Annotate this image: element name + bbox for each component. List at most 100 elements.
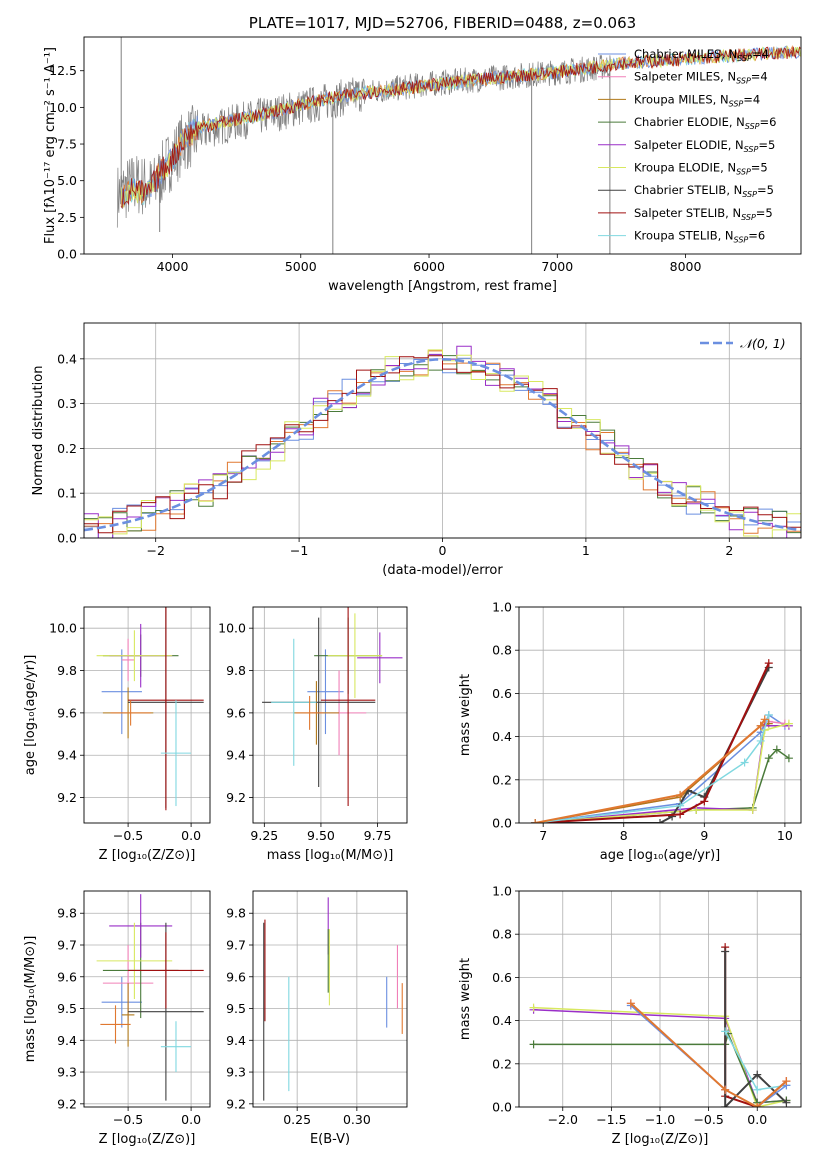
x-axis-label: Z [log₁₀(Z/Z⊙)] <box>99 1132 196 1147</box>
y-axis-label: Flux [fλ10⁻¹⁷ erg cm⁻² s⁻¹ A⁻¹] <box>43 47 58 244</box>
errorbar-point <box>96 630 173 682</box>
residual_hist-axes: −2 −1 0 1 2 0.0 0.1 0.2 0.3 0.4 (data-model)/error… <box>31 323 801 578</box>
legend-label: Kroupa MILES, NSSP=4 <box>634 92 760 108</box>
legend-label: Kroupa ELODIE, NSSP=5 <box>634 161 768 177</box>
legend-label: Chabrier MILES, NSSP=4 <box>634 47 769 63</box>
x-tick-label: 0.0 <box>181 828 201 843</box>
y-tick-label: 0.0 <box>492 1100 512 1115</box>
x-axis-label: (data-model)/error <box>382 563 503 578</box>
legend-label: Kroupa STELIB, NSSP=6 <box>634 229 765 245</box>
spectrum-legend: Chabrier MILES, NSSP=4 Salpeter MILES, NS… <box>598 47 776 245</box>
legend-label: Salpeter ELODIE, NSSP=5 <box>634 138 775 154</box>
y-tick-label: 0.4 <box>492 729 512 744</box>
x-tick-label: 9.75 <box>364 828 392 843</box>
y-tick-label: 10.0 <box>49 100 77 115</box>
plus-marker <box>748 806 757 815</box>
errorbar-point <box>160 1021 192 1073</box>
plus-marker <box>760 715 769 724</box>
x-tick-label: −2 <box>146 543 164 558</box>
y-tick-label: 10.0 <box>218 621 246 636</box>
histogram-steps <box>84 345 801 538</box>
y-tick-label: 5.0 <box>57 173 77 188</box>
y-tick-label: 9.4 <box>226 748 246 763</box>
x-tick-label: 0.30 <box>343 1112 371 1127</box>
y-tick-label: 9.5 <box>57 1001 77 1016</box>
y-tick-label: 9.7 <box>57 938 77 953</box>
y-tick-label: 9.6 <box>226 705 246 720</box>
mass-weight-series-line <box>724 947 788 1107</box>
age_vs_Z-errorbars <box>96 607 204 811</box>
y-tick-label: 9.6 <box>57 705 77 720</box>
y-tick-label: 0.1 <box>57 486 77 501</box>
plus-marker <box>784 719 793 728</box>
y-tick-label: 0.6 <box>492 686 512 701</box>
mass_vs_ebv-axes: 0.25 0.30 9.2 9.3 9.4 9.5 9.6 9.7 9.8 E(B-V) <box>226 891 407 1147</box>
x-tick-label: 9.50 <box>307 828 335 843</box>
errorbar-point <box>296 695 324 730</box>
x-tick-label: 6000 <box>413 259 445 274</box>
spectrum-lines <box>116 37 801 254</box>
y-axis-label: age [log₁₀(age/yr)] <box>23 655 38 776</box>
age_vs_mass-frame <box>252 606 408 824</box>
chart-title: PLATE=1017, MJD=52706, FIBERID=0488, z=0… <box>249 14 636 32</box>
x-tick-label: 8 <box>620 828 628 843</box>
x-axis-label: Z [log₁₀(Z/Z⊙)] <box>99 848 196 863</box>
plus-marker <box>764 659 773 668</box>
x-axis-label: Z [log₁₀(Z/Z⊙)] <box>612 1132 709 1147</box>
histogram-step-line <box>84 355 801 538</box>
y-tick-label: 2.5 <box>57 210 77 225</box>
y-axis-label: mass weight <box>458 958 473 1040</box>
y-tick-label: 10.0 <box>49 621 77 636</box>
mass_vs_Z-axes: −0.5 0.0 9.2 9.3 9.4 9.5 9.6 9.7 9.8 Z [log₁₀(Z/Z… <box>23 891 210 1147</box>
legend-label: Salpeter STELIB, NSSP=5 <box>634 206 773 222</box>
spectrum-frame <box>83 36 802 255</box>
x-axis-label: wavelength [Angstrom, rest frame] <box>328 279 557 294</box>
plus-marker <box>676 801 685 810</box>
histogram-legend: 𝒩(0, 1) <box>700 336 786 351</box>
mass_vs_ebv-frame <box>252 890 408 1108</box>
plus-marker <box>721 1027 730 1036</box>
y-tick-label: 9.8 <box>226 906 246 921</box>
plus-marker <box>676 810 685 819</box>
plus-marker <box>753 1085 762 1094</box>
y-tick-label: 0.0 <box>492 816 512 831</box>
y-tick-label: 0.2 <box>492 772 512 787</box>
x-tick-label: 0 <box>439 543 447 558</box>
x-tick-label: −0.5 <box>113 1112 143 1127</box>
y-tick-label: 9.8 <box>226 663 246 678</box>
gaussian-reference-line <box>84 357 801 532</box>
mass_vs_ebv-errorbars <box>263 897 403 1101</box>
errorbar-point <box>307 649 344 735</box>
massweight_vs_Z-frame <box>518 890 802 1108</box>
plus-marker <box>700 797 709 806</box>
legend-label: 𝒩(0, 1) <box>740 336 786 351</box>
y-tick-label: 9.4 <box>57 1033 77 1048</box>
x-tick-label: 0.0 <box>747 1112 767 1127</box>
age_vs_mass-axes: 9.25 9.50 9.75 9.2 9.4 9.6 9.8 10.0 mass [log₁₀(… <box>218 607 407 863</box>
massweight_vs_age-axes: 7 8 9 10 0.0 0.2 0.4 0.6 0.8 1.0 age [log₁₀(age/yr… <box>458 600 801 863</box>
y-tick-label: 9.2 <box>57 1096 77 1111</box>
mass-weight-series-line <box>724 951 788 1107</box>
y-tick-label: 0.6 <box>492 970 512 985</box>
massweight_vs_age-frame <box>518 606 802 824</box>
x-tick-label: 9 <box>700 828 708 843</box>
y-tick-label: 9.5 <box>226 1001 246 1016</box>
x-tick-label: −0.5 <box>113 828 143 843</box>
y-tick-label: 0.8 <box>492 927 512 942</box>
x-tick-label: −1.0 <box>645 1112 675 1127</box>
errorbar-point <box>327 613 383 699</box>
x-tick-label: −2.0 <box>548 1112 578 1127</box>
errorbar-point <box>110 700 151 726</box>
y-tick-label: 9.4 <box>57 748 77 763</box>
mass-weight-series-line <box>535 662 770 823</box>
plus-marker <box>721 1085 730 1094</box>
x-tick-label: −1 <box>290 543 308 558</box>
residual_hist-frame <box>83 322 802 539</box>
y-tick-label: 7.5 <box>57 137 77 152</box>
mass_vs_Z-frame <box>83 890 211 1108</box>
plus-marker <box>529 1040 538 1049</box>
errorbar-point <box>160 700 192 807</box>
errorbar-point <box>357 632 403 684</box>
x-tick-label: 2 <box>725 543 733 558</box>
plus-marker <box>782 1077 791 1086</box>
